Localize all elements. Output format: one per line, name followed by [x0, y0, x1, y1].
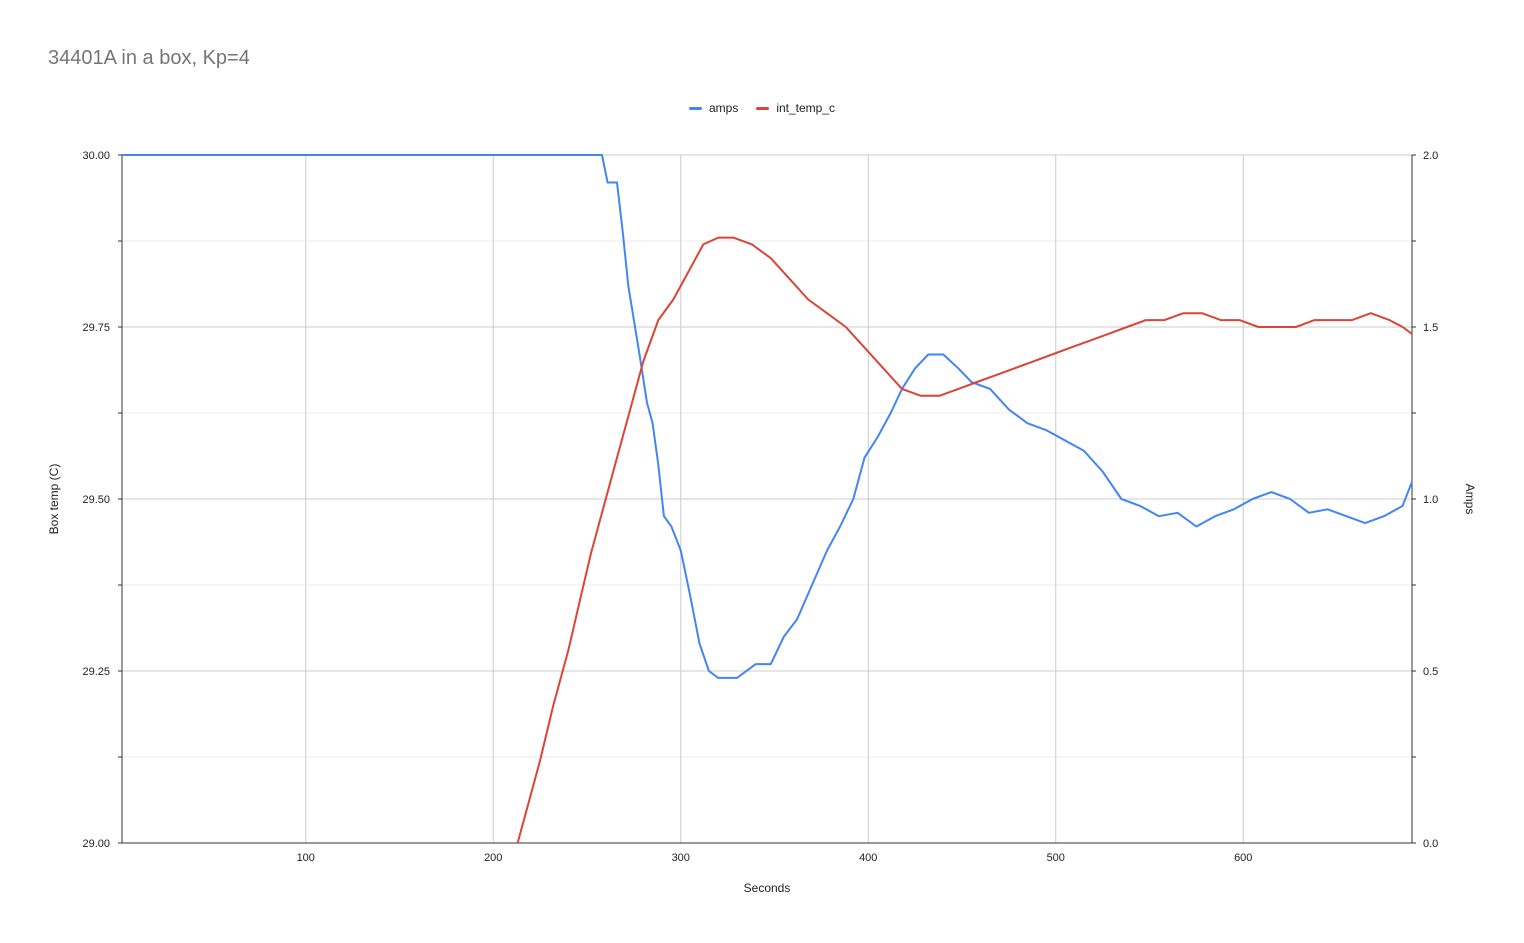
legend-label-int-temp: int_temp_c	[776, 101, 836, 115]
y-left-tick-label: 29.50	[82, 494, 110, 506]
y-left-tick-label: 29.00	[82, 838, 110, 850]
y-right-tick-label: 0.5	[1423, 666, 1438, 678]
legend-item-int-temp[interactable]: int_temp_c	[756, 101, 835, 115]
y-left-axis-title: Box temp (C)	[47, 464, 61, 535]
x-tick-label: 600	[1234, 852, 1252, 864]
y-right-axis-title: Amps	[1463, 484, 1477, 515]
y-right-tick-label: 1.5	[1423, 322, 1438, 334]
y-right-tick-label: 0.0	[1423, 838, 1438, 850]
chart-title: 34401A in a box, Kp=4	[48, 47, 250, 69]
legend-label-amps: amps	[708, 101, 739, 115]
x-tick-label: 200	[484, 852, 502, 864]
series-line-int-temp-c	[516, 236, 1413, 844]
y-left-tick-label: 30.00	[82, 150, 110, 162]
x-tick-label: 500	[1047, 852, 1065, 864]
legend-swatch-amps	[688, 106, 702, 110]
y-left-tick-label: 29.75	[82, 322, 110, 334]
legend-item-amps[interactable]: amps	[688, 101, 739, 115]
x-tick-label: 100	[297, 852, 315, 864]
series-line-amps	[122, 154, 1413, 679]
chart-legend: amps int_temp_c	[0, 101, 1524, 115]
x-tick-label: 300	[672, 852, 690, 864]
y-left-tick-label: 29.25	[82, 666, 110, 678]
x-axis-title: Seconds	[744, 881, 791, 895]
y-right-tick-label: 2.0	[1423, 150, 1438, 162]
y-right-tick-label: 1.0	[1423, 494, 1438, 506]
x-tick-label: 400	[859, 852, 877, 864]
legend-swatch-int-temp	[756, 106, 770, 110]
